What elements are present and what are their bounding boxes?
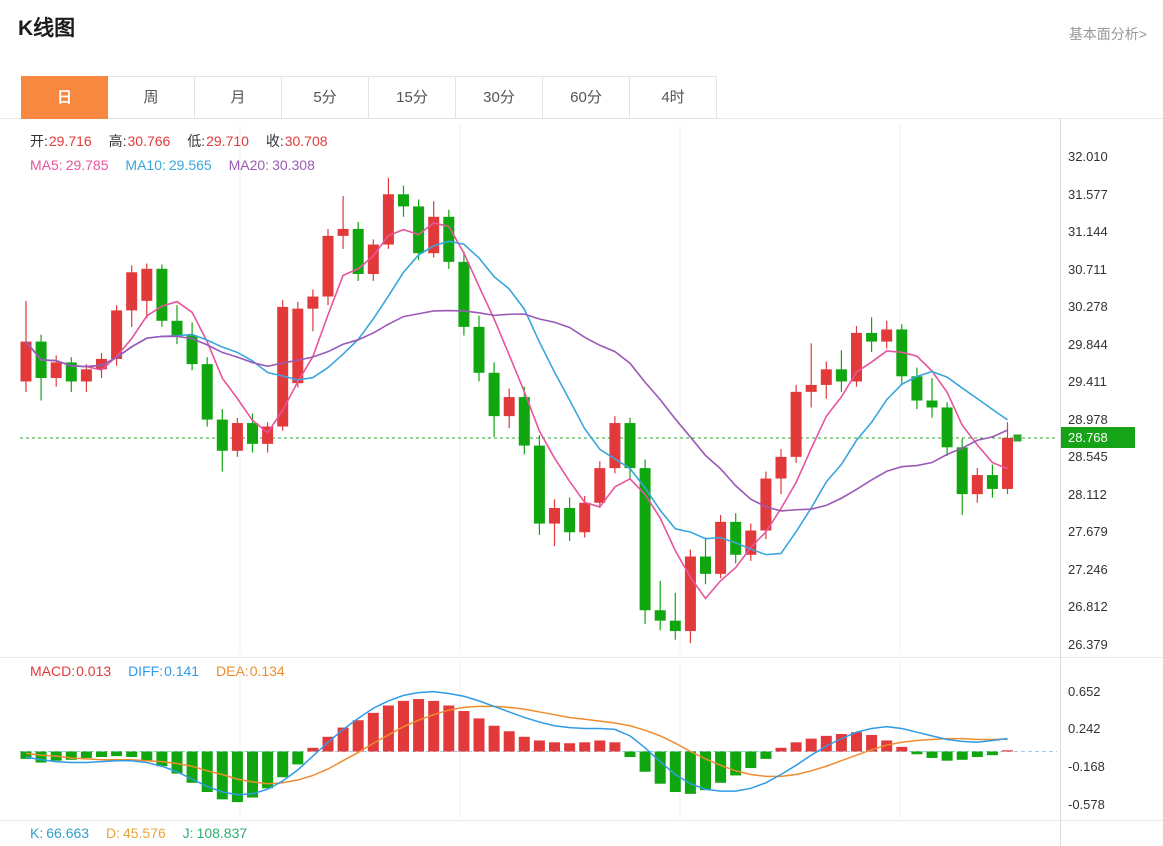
macd-axis-label: 0.242 [1068,721,1101,737]
ma20-label: MA20: [228,157,270,173]
macd-label: MACD: [30,663,76,679]
close-value: 30.708 [284,133,328,149]
price-axis-label: 26.379 [1068,637,1108,652]
low-value: 29.710 [206,133,249,149]
close-pair: 收:30.708 [266,133,328,149]
candles [20,177,1013,644]
price-axis-label: 27.246 [1068,561,1108,577]
grid-lines [239,124,901,818]
kdj-d-pair: D: 45.576 [106,825,166,841]
open-pair: 开:29.716 [30,133,92,149]
macd-value: 0.013 [76,663,112,679]
ma20-line [25,309,1008,512]
price-axis-label: 30.711 [1068,261,1107,277]
tab-60min[interactable]: 60分 [543,76,630,119]
price-axis-label: 26.812 [1068,599,1108,615]
ma20-legend: MA20: 30.308 [229,157,315,173]
last-price-marker [1013,434,1022,442]
tab-month[interactable]: 月 [195,76,282,119]
tab-30min[interactable]: 30分 [456,76,543,119]
high-pair: 高:30.766 [109,133,171,149]
kdj-k-label: K: [30,825,44,841]
dea-value: 0.134 [249,663,285,679]
page-title: K线图 [18,17,76,40]
kdj-k-value: 66.663 [46,825,90,841]
tab-5min[interactable]: 5分 [282,76,369,119]
price-axis-label: 29.844 [1068,336,1108,352]
current-price-badge: 28.768 [1061,427,1135,449]
ma-legend: MA5: 29.785 MA10: 29.565 MA20: 30.308 [30,157,328,173]
macd-legend: MACD:0.013 DIFF:0.141 DEA:0.134 [30,663,298,679]
close-label: 收: [265,133,284,149]
kdj-d-value: 45.576 [122,825,166,841]
kdj-d-label: D: [105,825,120,841]
price-axis-label: 31.577 [1068,186,1108,202]
divider-macd-panel [0,657,1163,658]
ma5-label: MA5: [30,157,63,173]
dea-line [25,705,1008,785]
kdj-k-pair: K: 66.663 [30,825,89,841]
macd-axis-label: 0.652 [1068,683,1101,699]
ma20-value: 30.308 [272,157,315,173]
kdj-j-pair: J: 108.837 [183,825,248,841]
ma10-line [25,240,1008,556]
diff-label: DIFF: [128,663,164,679]
low-label: 低: [187,133,206,149]
high-label: 高: [108,133,127,149]
ma10-legend: MA10: 29.565 [125,157,211,173]
price-axis-label: 28.112 [1068,486,1107,502]
open-value: 29.716 [48,133,92,149]
price-axis-label: 27.679 [1068,524,1108,540]
high-value: 30.766 [127,133,171,149]
ma5-line [25,222,1008,600]
divider-kdj-panel [0,820,1163,821]
price-axis-label: 31.144 [1068,224,1108,240]
open-label: 开: [30,133,48,149]
ma5-value: 29.785 [65,157,109,173]
tab-15min[interactable]: 15分 [369,76,456,119]
fundamental-analysis-link[interactable]: 基本面分析> [1068,26,1147,42]
ma10-label: MA10: [125,157,166,173]
price-axis-label: 32.010 [1068,149,1108,164]
macd-histogram [20,699,1013,803]
ma10-value: 29.565 [168,157,212,173]
macd-axis-label: -0.578 [1068,796,1105,812]
price-axis-label: 30.278 [1068,299,1108,315]
tab-week[interactable]: 周 [108,76,195,119]
tab-day[interactable]: 日 [21,76,108,119]
tab-4hour[interactable]: 4时 [630,76,717,119]
low-pair: 低:29.710 [187,133,249,149]
macd-axis-label: -0.168 [1068,758,1105,774]
price-axis-label: 29.411 [1068,374,1107,390]
price-axis-label: 28.978 [1068,411,1108,427]
kdj-legend: K: 66.663 D: 45.576 J: 108.837 [30,825,260,841]
diff-line [25,690,1008,796]
macd-value-pair: MACD:0.013 [30,663,111,679]
diff-value: 0.141 [164,663,200,679]
price-axis-label: 28.545 [1068,449,1108,465]
kdj-j-value: 108.837 [196,825,248,841]
kdj-j-label: J: [182,825,194,841]
ma5-legend: MA5: 29.785 [30,157,109,173]
dea-value-pair: DEA:0.134 [216,663,285,679]
axis-separator [1060,118,1061,846]
ohlc-legend: 开:29.716 高:30.766 低:29.710 收:30.708 [30,131,341,151]
dea-label: DEA: [216,663,249,679]
diff-value-pair: DIFF:0.141 [128,663,199,679]
interval-tabs: 日周月 5分 15分 30分 60分 4时 [21,76,717,119]
